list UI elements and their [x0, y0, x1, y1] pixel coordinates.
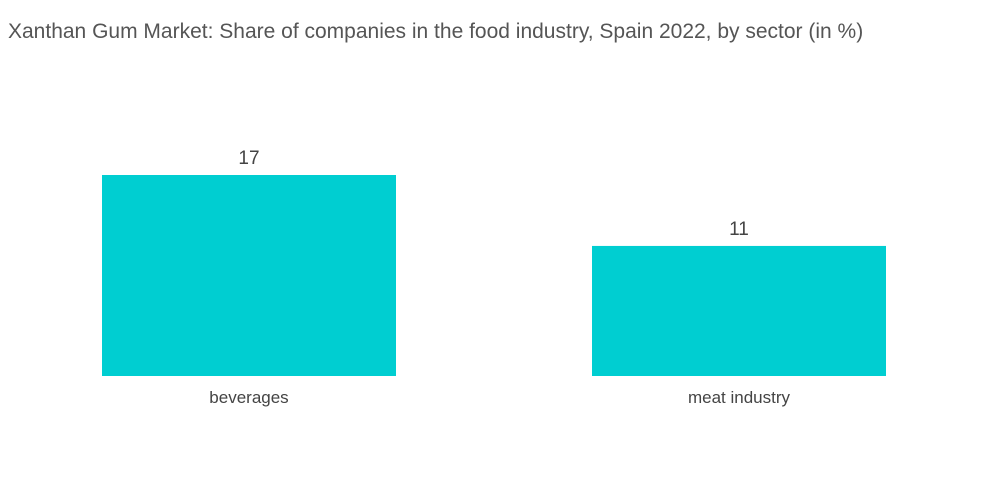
x-tick-label-beverages: beverages — [209, 388, 288, 407]
bar-meat-industry — [592, 245, 886, 376]
chart-title: Xanthan Gum Market: Share of companies i… — [8, 20, 864, 43]
x-tick-label-meat-industry: meat industry — [688, 388, 791, 407]
data-label-meat-industry: 11 — [729, 219, 749, 240]
bar-beverages — [102, 175, 396, 376]
data-label-beverages: 17 — [238, 148, 259, 169]
